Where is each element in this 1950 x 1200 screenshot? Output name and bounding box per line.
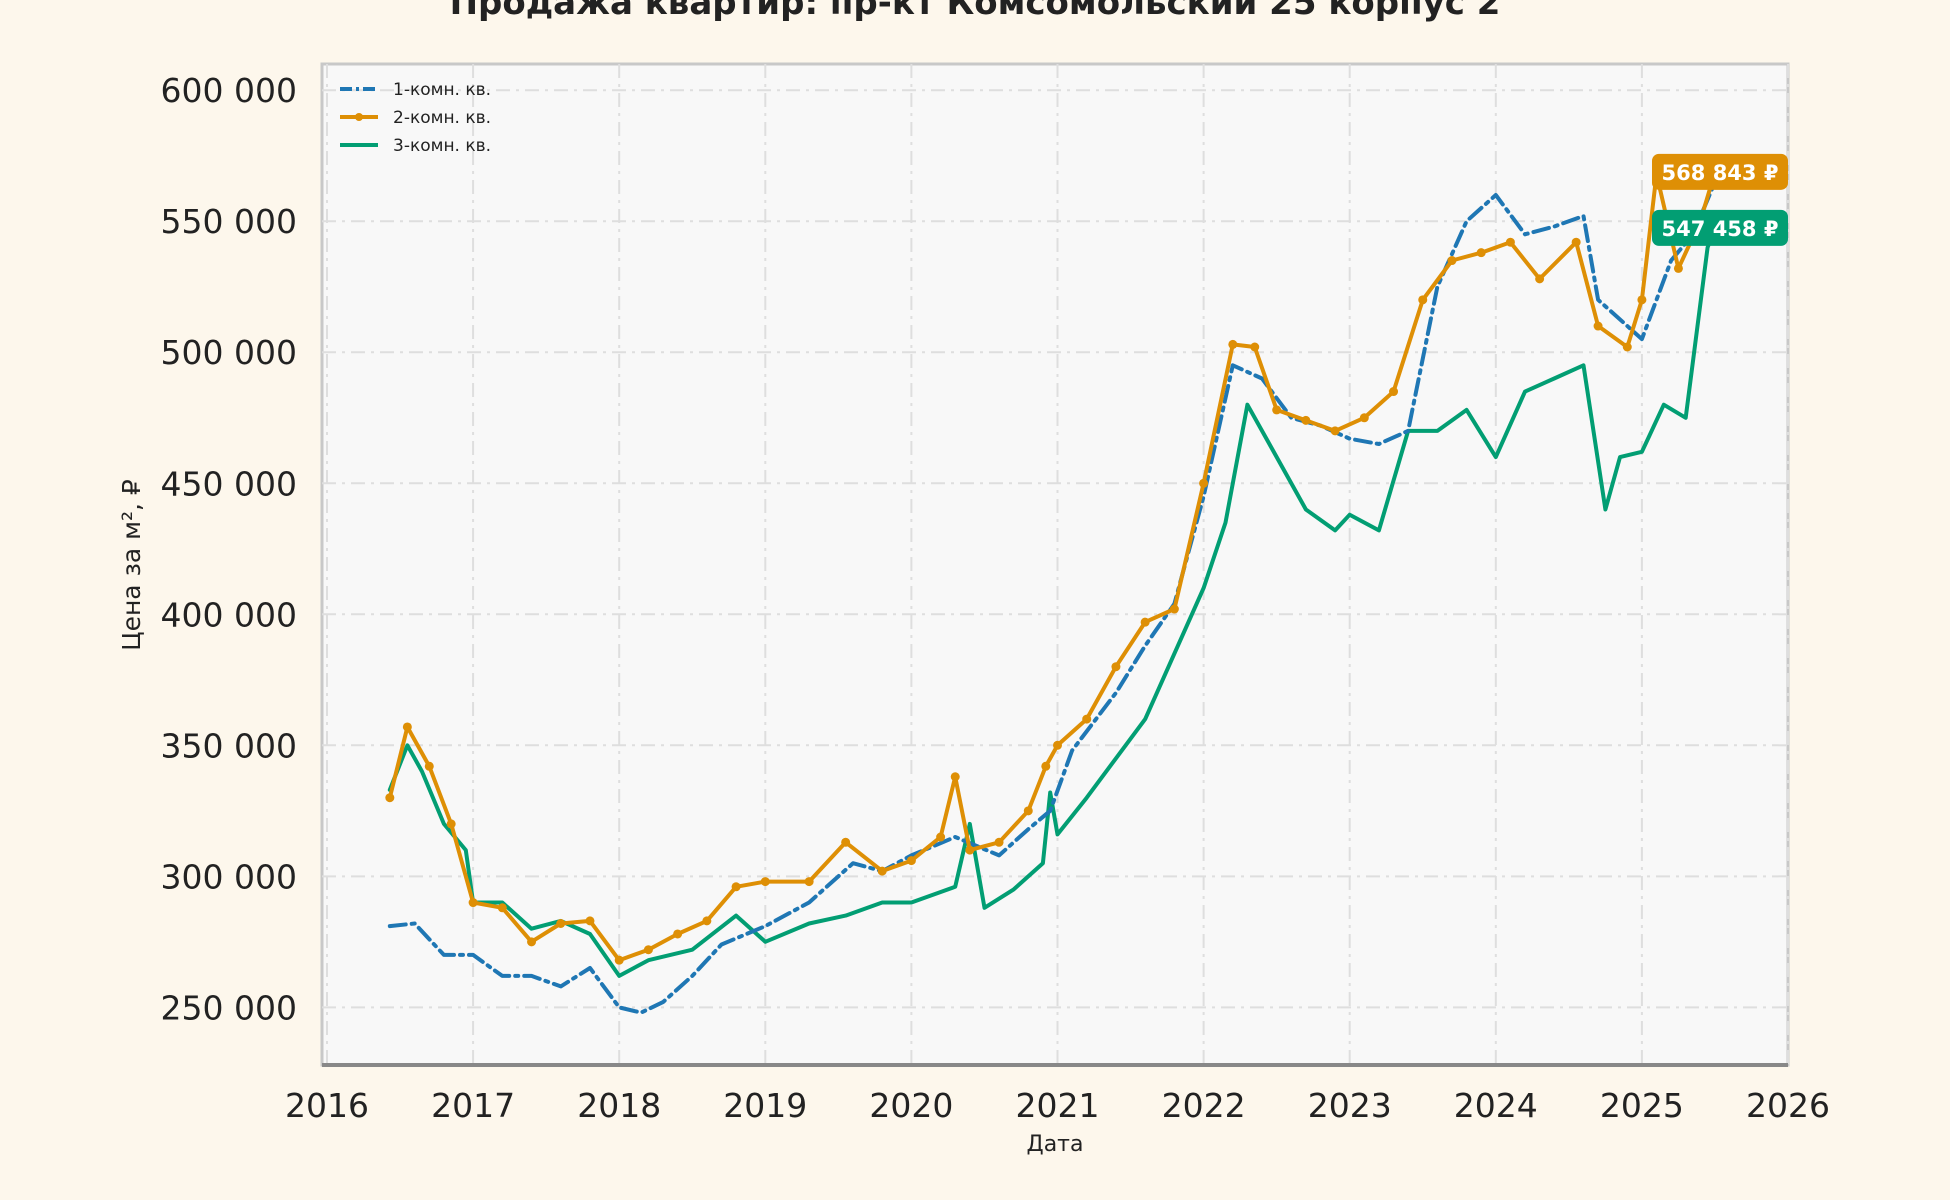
series-point: [841, 837, 851, 847]
series-point: [1637, 295, 1647, 305]
x-tick-label: 2021: [1016, 1086, 1100, 1125]
series-point: [731, 882, 741, 892]
series-point: [702, 916, 712, 926]
series-point: [446, 819, 456, 829]
last-value-badge: 568 843 ₽: [1652, 153, 1788, 190]
series-line-3-room: [387, 225, 1717, 978]
legend: 1-комн. кв. 2-комн. кв. 3-комн. кв.: [340, 80, 491, 156]
series-point: [1673, 263, 1683, 273]
x-tick-label: 2024: [1454, 1086, 1538, 1125]
y-tick-label: 550 000: [161, 202, 297, 241]
series-point: [1053, 740, 1062, 750]
series-point: [643, 945, 653, 955]
series-point: [402, 722, 412, 732]
series-point: [1140, 617, 1150, 627]
x-tick-label: 2022: [1162, 1086, 1246, 1125]
series-point: [673, 929, 683, 939]
series-point: [1272, 405, 1282, 415]
x-axis-label: Дата: [1027, 1132, 1084, 1157]
series-point: [614, 955, 624, 965]
y-tick-label: 500 000: [161, 333, 297, 372]
annotation-layer: 568 843 ₽ 547 458 ₽: [1652, 153, 1788, 246]
series-point: [950, 772, 960, 782]
legend-label: 1-комн. кв.: [393, 80, 491, 100]
series-point: [468, 898, 478, 908]
series-point: [585, 916, 595, 926]
series-point: [1535, 274, 1545, 284]
series-point: [1418, 295, 1428, 305]
series-point: [1622, 342, 1632, 352]
series-point: [906, 856, 916, 866]
y-tick-label: 250 000: [161, 988, 297, 1027]
series-point: [1082, 714, 1092, 724]
y-axis-ticks: 250 000 300 000 350 000 400 000 450 000 500 0…: [161, 71, 297, 1027]
series-point: [965, 845, 975, 855]
series-point: [936, 832, 946, 842]
legend-item: 3-комн. кв.: [340, 136, 491, 156]
series-point: [424, 761, 434, 771]
x-tick-label: 2016: [285, 1086, 369, 1125]
series-point: [1023, 806, 1033, 816]
series-point: [1505, 237, 1515, 247]
series-point: [1111, 662, 1121, 672]
x-tick-label: 2025: [1600, 1086, 1684, 1125]
y-tick-label: 400 000: [161, 595, 297, 634]
x-tick-label: 2019: [723, 1086, 807, 1125]
series-point: [1330, 426, 1340, 436]
series-point: [994, 837, 1004, 847]
series-point: [1571, 237, 1581, 247]
series-point: [1228, 339, 1238, 349]
series-point: [1476, 248, 1486, 258]
chart-title: Продажа квартир: пр-кт Комсомольский 25 …: [450, 0, 1501, 23]
series-point: [556, 918, 566, 928]
x-tick-label: 2018: [577, 1086, 661, 1125]
series-point: [1041, 761, 1051, 771]
y-tick-label: 600 000: [161, 71, 297, 110]
series-point: [1169, 604, 1179, 614]
plot-area: [320, 62, 1790, 1067]
series-point: [1301, 415, 1311, 425]
series-point: [1389, 387, 1399, 397]
legend-label: 3-комн. кв.: [393, 136, 491, 156]
x-tick-label: 2023: [1308, 1086, 1392, 1125]
series-point: [1250, 342, 1260, 352]
series-point: [1199, 478, 1209, 488]
series-point: [1447, 256, 1457, 266]
series-point: [527, 937, 537, 947]
legend-marker: [355, 113, 363, 121]
legend-label: 2-комн. кв.: [393, 108, 491, 128]
series-point: [804, 877, 814, 887]
x-tick-label: 2020: [869, 1086, 953, 1125]
x-tick-label: 2017: [431, 1086, 515, 1125]
x-axis-ticks: 2016 2017 2018 2019 2020 2021 2022 2023 2024 2025…: [285, 1086, 1830, 1125]
series-point: [385, 793, 395, 803]
y-tick-label: 450 000: [161, 464, 297, 503]
series-line-1-room: [387, 179, 1717, 1015]
series-point: [877, 866, 887, 876]
series-point: [497, 903, 507, 913]
series-layer: [385, 167, 1720, 1015]
y-tick-label: 350 000: [161, 726, 297, 765]
last-value-badge: 547 458 ₽: [1652, 209, 1788, 246]
series-point: [1593, 321, 1603, 331]
series-point: [1359, 413, 1369, 423]
legend-item: 1-комн. кв.: [340, 80, 491, 100]
series-point: [760, 877, 770, 887]
last-value-label: 547 458 ₽: [1662, 217, 1779, 241]
x-tick-label: 2026: [1746, 1086, 1830, 1125]
last-value-label: 568 843 ₽: [1662, 161, 1779, 185]
legend-item: 2-комн. кв.: [340, 108, 491, 128]
y-tick-label: 300 000: [161, 857, 297, 896]
y-axis-label: Цена за м², ₽: [117, 479, 146, 651]
